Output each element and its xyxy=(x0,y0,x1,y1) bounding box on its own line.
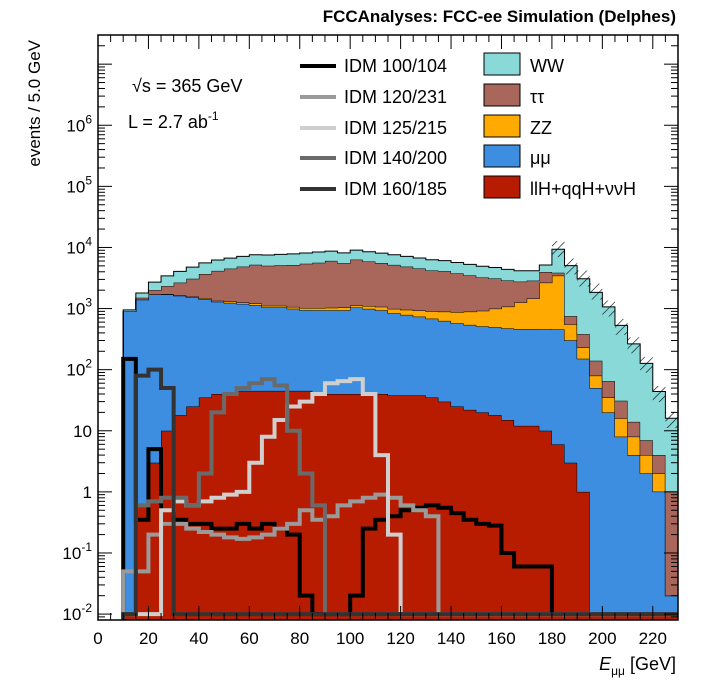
x-tick-label: 200 xyxy=(588,629,616,648)
x-tick-label: 220 xyxy=(639,629,667,648)
x-tick-label: 0 xyxy=(93,629,102,648)
legend-label-idm-160-185: IDM 160/185 xyxy=(344,179,447,199)
x-axis-label-main: E xyxy=(599,654,612,674)
uncertainty-hatch xyxy=(627,337,641,354)
x-tick-label: 100 xyxy=(336,629,364,648)
chart-title: FCCAnalyses: FCC-ee Simulation (Delphes) xyxy=(323,7,676,26)
uncertainty-hatch xyxy=(602,300,615,317)
x-axis-label-sub: μμ xyxy=(611,664,625,678)
x-axis-label-unit: [GeV] xyxy=(630,654,676,674)
y-tick-label: 103 xyxy=(66,296,92,319)
legend-label-: μμ xyxy=(530,148,551,168)
x-tick-label: 120 xyxy=(386,629,414,648)
y-tick-label: 104 xyxy=(66,234,92,257)
y-tick-label: 10 xyxy=(73,422,92,441)
lumi-label: L = 2.7 ab-1 xyxy=(128,109,219,132)
legend-swatch-zz xyxy=(483,114,521,138)
uncertainty-hatch xyxy=(640,356,653,373)
uncertainty-hatch xyxy=(614,318,628,335)
legend-label-llh-qqh-h: llH+qqH+ννH xyxy=(530,179,636,199)
legend-label-zz: ZZ xyxy=(530,118,552,138)
uncertainty-hatch xyxy=(551,241,565,258)
x-tick-label: 80 xyxy=(290,629,309,648)
uncertainty-hatch xyxy=(577,270,590,287)
legend-label-idm-140-200: IDM 140/200 xyxy=(344,148,447,168)
lumi-label-text: L = 2.7 ab xyxy=(128,112,208,132)
x-tick-label: 140 xyxy=(437,629,465,648)
legend-swatch- xyxy=(483,83,521,107)
uncertainty-hatch xyxy=(652,386,666,402)
x-axis-label: Eμμ [GeV] xyxy=(599,654,676,678)
x-tick-label: 180 xyxy=(538,629,566,648)
x-tick-label: 20 xyxy=(139,629,158,648)
legend-swatch-ww xyxy=(483,52,521,76)
legend-swatch- xyxy=(483,144,521,168)
line-idm-160-185 xyxy=(121,367,678,620)
legend-label-ww: WW xyxy=(530,56,564,76)
y-tick-label: 1 xyxy=(83,483,92,502)
x-tick-label: 160 xyxy=(487,629,515,648)
uncertainty-hatch xyxy=(589,283,603,300)
stack-ww xyxy=(98,249,678,620)
uncertainty-hatch xyxy=(564,258,578,275)
uncertainty-hatch xyxy=(665,412,678,428)
legend-label-idm-120-231: IDM 120/231 xyxy=(344,87,447,107)
y-tick-label: 106 xyxy=(66,112,92,135)
y-tick-label: 105 xyxy=(66,173,92,196)
stacked-histograms xyxy=(98,241,678,620)
legend-swatch-llh-qqh-h xyxy=(483,175,521,199)
lumi-label-exp: -1 xyxy=(208,109,219,123)
energy-label: √s = 365 GeV xyxy=(132,76,242,96)
stack- xyxy=(98,294,678,620)
legend-label-idm-125-215: IDM 125/215 xyxy=(344,118,447,138)
axes: 0 20 40 60 80 100 120 140 160 180 200 22010-210-111… xyxy=(62,34,679,648)
y-tick-label: 102 xyxy=(66,357,92,380)
legend-label-idm-100-104: IDM 100/104 xyxy=(344,56,447,76)
legend: IDM 100/104 IDM 120/231 IDM 125/215 IDM 140… xyxy=(300,52,636,199)
line-idm-100-104 xyxy=(121,356,678,620)
y-tick-label: 10-1 xyxy=(62,540,92,563)
y-tick-label: 10-2 xyxy=(62,601,92,624)
y-axis-label: events / 5.0 GeV xyxy=(25,39,44,166)
x-tick-label: 60 xyxy=(240,629,259,648)
legend-label-: ττ xyxy=(530,87,544,107)
x-tick-label: 40 xyxy=(189,629,208,648)
